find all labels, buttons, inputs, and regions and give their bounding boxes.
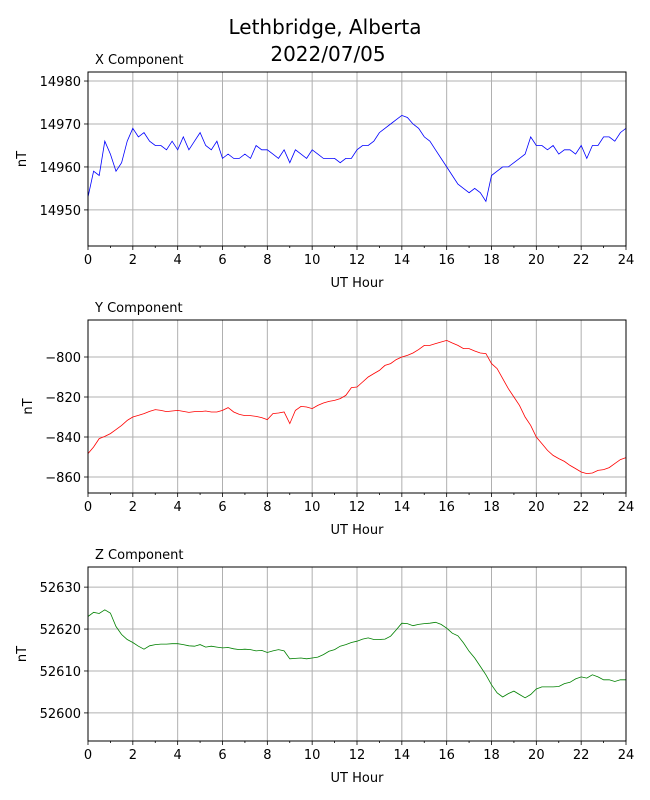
chart-title-line-2: 2022/07/05 xyxy=(270,42,385,66)
panel-title: Y Component xyxy=(94,301,183,316)
x-axis-label: UT Hour xyxy=(331,276,385,291)
x-axis-label: UT Hour xyxy=(331,771,385,786)
x-tick-label: 0 xyxy=(84,500,92,515)
panel-title: Z Component xyxy=(95,548,184,563)
x-tick-label: 2 xyxy=(129,748,137,763)
x-tick-label: 2 xyxy=(129,253,137,268)
x-tick-label: 4 xyxy=(174,500,182,515)
x-tick-label: 22 xyxy=(573,500,590,515)
x-tick-label: 24 xyxy=(618,253,635,268)
x-tick-label: 20 xyxy=(528,748,545,763)
y-tick-label: 52600 xyxy=(40,707,81,722)
x-tick-label: 20 xyxy=(528,253,545,268)
series-line xyxy=(88,609,626,699)
y-axis-label: nT xyxy=(21,398,36,414)
panel-z: 0 2 4 6 8 10 12 14 16 18 20 22 245260052610526205263… xyxy=(15,548,634,786)
x-tick-label: 24 xyxy=(618,500,635,515)
x-tick-label: 12 xyxy=(349,253,366,268)
series-line xyxy=(88,114,626,203)
x-tick-label: 18 xyxy=(483,500,500,515)
y-axis-label: nT xyxy=(15,151,30,167)
x-tick-label: 6 xyxy=(218,500,226,515)
x-tick-label: 16 xyxy=(438,500,455,515)
panel-title: X Component xyxy=(95,53,184,68)
y-tick-label: 52610 xyxy=(40,665,81,680)
series-line xyxy=(88,339,626,475)
x-tick-label: 4 xyxy=(174,748,182,763)
x-tick-label: 10 xyxy=(304,253,321,268)
y-axis-label: nT xyxy=(15,646,30,662)
x-tick-label: 22 xyxy=(573,748,590,763)
x-tick-label: 24 xyxy=(618,748,635,763)
x-tick-label: 8 xyxy=(263,748,271,763)
x-tick-label: 10 xyxy=(304,500,321,515)
x-tick-label: 18 xyxy=(483,748,500,763)
x-tick-label: 14 xyxy=(394,253,411,268)
panel-x: 0 2 4 6 8 10 12 14 16 18 20 22 241495014960149701498… xyxy=(15,53,634,291)
y-tick-label: 14950 xyxy=(40,204,81,219)
y-tick-label: 14960 xyxy=(40,161,81,176)
x-tick-label: 14 xyxy=(394,500,411,515)
chart-title-line-1: Lethbridge, Alberta xyxy=(228,15,421,39)
x-tick-label: 14 xyxy=(394,748,411,763)
x-axis-label: UT Hour xyxy=(331,523,385,538)
x-tick-label: 8 xyxy=(263,253,271,268)
y-tick-label: −860 xyxy=(45,471,81,486)
x-tick-label: 18 xyxy=(483,253,500,268)
x-tick-label: 16 xyxy=(438,253,455,268)
x-tick-label: 16 xyxy=(438,748,455,763)
x-tick-label: 12 xyxy=(349,748,366,763)
y-tick-label: 14980 xyxy=(40,75,81,90)
x-tick-label: 20 xyxy=(528,500,545,515)
y-tick-label: 52630 xyxy=(40,581,81,596)
y-tick-label: −840 xyxy=(45,431,81,446)
x-tick-label: 10 xyxy=(304,748,321,763)
y-tick-label: −820 xyxy=(45,391,81,406)
x-tick-label: 0 xyxy=(84,253,92,268)
x-tick-label: 22 xyxy=(573,253,590,268)
x-tick-label: 0 xyxy=(84,748,92,763)
y-tick-label: 14970 xyxy=(40,118,81,133)
x-tick-label: 2 xyxy=(129,500,137,515)
x-tick-label: 6 xyxy=(218,748,226,763)
x-tick-label: 12 xyxy=(349,500,366,515)
x-tick-label: 4 xyxy=(174,253,182,268)
x-tick-label: 8 xyxy=(263,500,271,515)
panel-y: 0 2 4 6 8 10 12 14 16 18 20 22 24−800−820−840−860UT … xyxy=(21,301,634,538)
x-tick-label: 6 xyxy=(218,253,226,268)
y-tick-label: −800 xyxy=(45,351,81,366)
y-tick-label: 52620 xyxy=(40,623,81,638)
